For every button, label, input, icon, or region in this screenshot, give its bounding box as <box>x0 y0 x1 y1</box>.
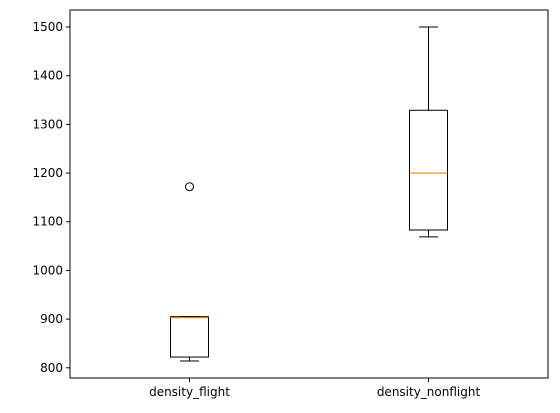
y-tick-label: 1200 <box>32 166 63 180</box>
y-tick-label: 900 <box>40 312 63 326</box>
box-density_flight <box>170 182 209 362</box>
y-tick-label: 1300 <box>32 117 63 131</box>
y-tick-label: 1400 <box>32 69 63 83</box>
y-tick-label: 1000 <box>32 263 63 277</box>
axes-frame <box>69 9 549 379</box>
x-tick-label: density_nonflight <box>377 385 481 399</box>
y-tick-label: 800 <box>40 361 63 375</box>
boxes-group <box>170 26 448 362</box>
x-tick-label: density_flight <box>149 385 230 399</box>
box-density_nonflight <box>409 26 448 238</box>
x-axis: density_flight density_nonflight <box>149 378 480 399</box>
y-axis: 800 900 1000 1100 1200 1300 1400 1500 <box>32 20 70 375</box>
iqr-box <box>409 109 448 231</box>
iqr-box <box>170 316 209 358</box>
plot-area <box>70 10 548 378</box>
y-tick-label: 1500 <box>32 20 63 34</box>
y-tick-label: 1100 <box>32 215 63 229</box>
outlier-point <box>185 182 194 192</box>
